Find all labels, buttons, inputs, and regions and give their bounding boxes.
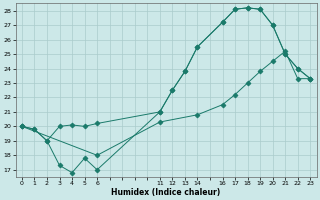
X-axis label: Humidex (Indice chaleur): Humidex (Indice chaleur) (111, 188, 221, 197)
